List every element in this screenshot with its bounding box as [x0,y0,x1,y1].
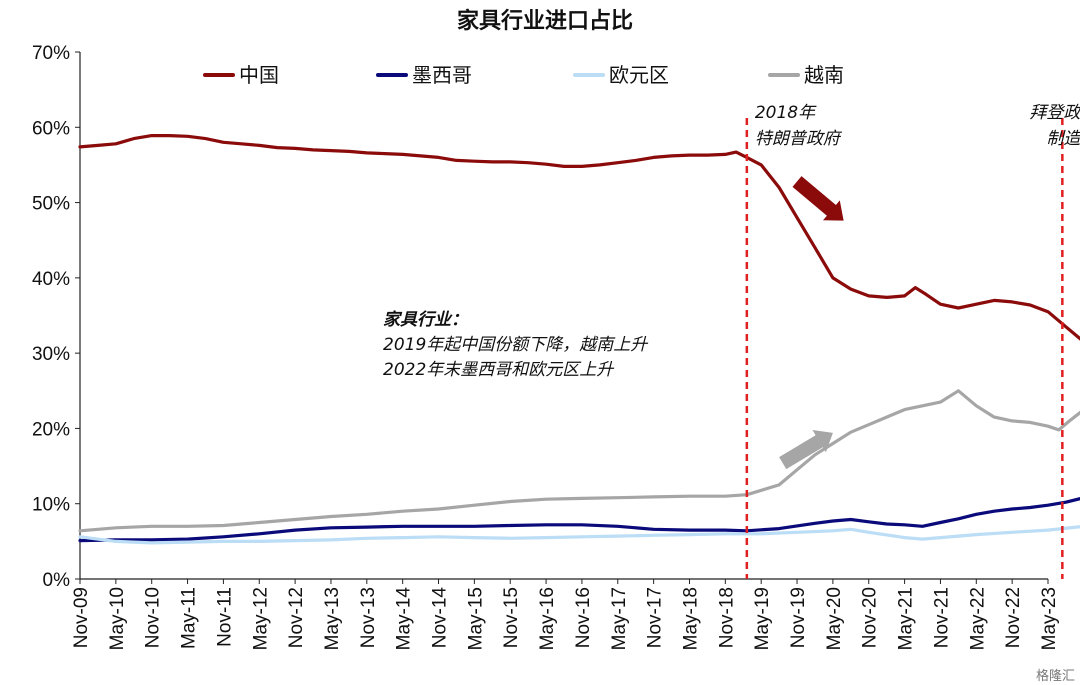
x-tick-label: May-16 [537,587,558,650]
y-tick-label: 70% [32,43,70,64]
x-tick-label: May-19 [752,587,773,650]
x-tick-label: May-17 [609,587,630,650]
x-tick-label: May-14 [394,587,415,651]
x-tick-label: May-12 [250,587,271,650]
annotation-line: 2019年起中国份额下降，越南上升 [383,335,649,355]
legend-label: 墨西哥 [412,63,472,87]
x-tick-label: Nov-17 [645,587,666,648]
x-tick-label: Nov-15 [501,587,522,648]
series-line-0 [78,134,1080,341]
x-tick-label: May-18 [680,587,701,650]
x-tick-label: Nov-14 [430,587,451,649]
y-tick-label: 60% [32,118,70,139]
x-tick-label: May-11 [179,587,200,649]
x-tick-label: Nov-11 [214,587,235,647]
x-tick-label: May-13 [322,587,343,650]
x-tick-label: Nov-12 [286,587,307,648]
y-tick-label: 30% [32,344,70,365]
axes: 0% 10% 20% 30% 40% 50% 60% 70% Nov-09 May-10 Nov-1… [32,43,1060,650]
x-tick-label: May-22 [967,587,988,650]
legend-label: 欧元区 [609,63,669,87]
y-tick-label: 0% [43,570,71,591]
annotation-line: 2022年末墨西哥和欧元区上升 [383,360,615,380]
x-tick-label: May-10 [107,587,128,650]
x-tick-label: May-21 [896,587,917,650]
y-tick-label: 40% [32,269,70,290]
annotation-line: 家具行业： [383,310,468,330]
legend: 中国 墨西哥 欧元区 越南 [203,63,844,87]
x-tick-label: Nov-22 [1003,587,1024,648]
x-tick-label: Nov-16 [573,587,594,648]
vline-label: 制造回流 [1046,129,1080,149]
vline-label: 2018年 [755,103,817,123]
annotation: 家具行业： 2019年起中国份额下降，越南上升 2022年末墨西哥和欧元区上升 [383,310,649,380]
watermark-text: 格隆汇 [1036,668,1075,684]
series-line-2 [78,525,1080,545]
x-tick-label: Nov-09 [71,587,92,648]
china-down-arrow-1 [792,176,844,221]
y-tick-label: 20% [32,419,70,440]
vline-label: 特朗普政府 [755,129,843,149]
watermark: 格隆汇 [1036,668,1075,684]
series-line-3 [78,389,1080,533]
chart-title: 家具行业进口占比 [457,8,633,34]
series-lines [78,134,1080,545]
x-tick-label: Nov-18 [716,587,737,648]
y-tick-label: 10% [32,495,70,516]
x-tick-label: May-20 [824,587,845,650]
trend-arrows [779,176,844,470]
x-tick-label: May-23 [1039,587,1060,650]
y-tick-label: 50% [32,194,70,215]
x-tick-label: Nov-19 [788,587,809,648]
x-tick-label: Nov-21 [931,587,952,648]
vietnam-up-arrow [779,430,833,470]
legend-label: 中国 [239,63,279,87]
x-tick-label: Nov-13 [358,587,379,648]
x-tick-label: Nov-20 [860,587,881,648]
legend-label: 越南 [804,63,844,87]
x-tick-label: May-15 [465,587,486,650]
vline-label: 拜登政府： [1029,103,1080,123]
x-tick-label: Nov-10 [143,587,164,648]
